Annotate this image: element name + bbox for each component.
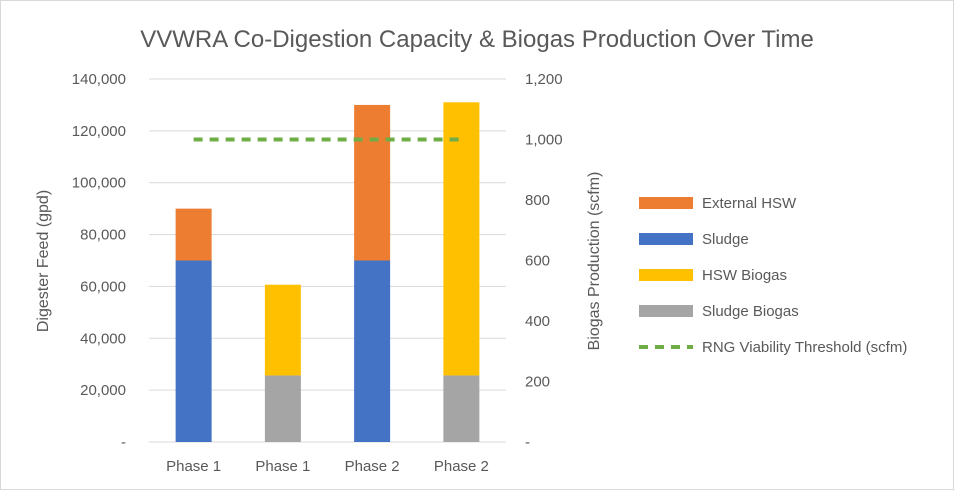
right-tick-label: 200 [525,374,550,391]
legend-label: RNG Viability Threshold (scfm) [702,339,907,356]
left-axis-label: Digester Feed (gpd) [35,190,52,332]
right-axis-ticks: - 200 400 600 800 1,000 1,200 [525,71,563,451]
chart-title: VVWRA Co-Digestion Capacity & Biogas Pro… [140,26,814,53]
bar-external-hsw [175,208,212,261]
left-tick-label: - [121,434,126,451]
bar-sludge-biogas [443,375,480,442]
right-tick-label: - [525,434,530,451]
left-tick-label: 60,000 [80,278,126,295]
legend: External HSW Sludge HSW Biogas Sludge Bioga… [639,195,907,356]
right-tick-label: 400 [525,313,550,330]
right-tick-label: 1,000 [525,132,563,149]
left-axis-ticks: - 20,000 40,000 60,000 80,000 100,000 120,000 1… [72,71,126,451]
bar-sludge [175,260,212,442]
left-tick-label: 140,000 [72,71,126,88]
legend-label: External HSW [702,195,797,212]
bar-sludge-biogas [264,375,301,442]
bar-sludge [354,260,391,442]
left-tick-label: 80,000 [80,227,126,244]
bar-external-hsw [354,104,391,261]
right-tick-label: 600 [525,253,550,270]
legend-swatch [639,269,693,281]
right-tick-label: 1,200 [525,71,563,88]
right-axis-label: Biogas Production (scfm) [586,172,603,351]
legend-swatch [639,305,693,317]
bar-hsw-biogas [264,284,301,376]
left-tick-label: 100,000 [72,175,126,192]
x-tick-label: Phase 2 [434,458,489,475]
right-tick-label: 800 [525,192,550,209]
x-tick-label: Phase 1 [166,458,221,475]
legend-label: Sludge Biogas [702,303,799,320]
legend-swatch [639,197,693,209]
left-tick-label: 40,000 [80,330,126,347]
legend-label: HSW Biogas [702,267,787,284]
left-tick-label: 20,000 [80,382,126,399]
legend-swatch [639,233,693,245]
bars [175,102,480,442]
x-tick-label: Phase 1 [255,458,310,475]
x-tick-label: Phase 2 [345,458,400,475]
left-tick-label: 120,000 [72,123,126,140]
legend-label: Sludge [702,231,749,248]
x-axis-ticks: Phase 1 Phase 1 Phase 2 Phase 2 [166,458,489,475]
bar-hsw-biogas [443,102,480,376]
